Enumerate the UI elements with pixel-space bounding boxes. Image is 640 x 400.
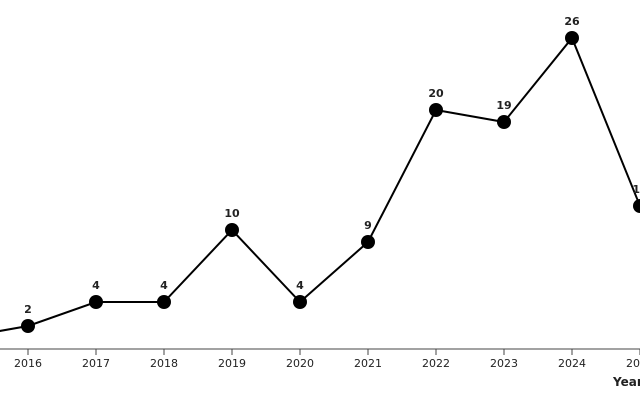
value-label: 20	[428, 87, 444, 100]
line	[0, 36, 640, 332]
point	[225, 223, 239, 237]
x-tick-label: 2024	[558, 357, 586, 370]
x-tick-label: 2023	[490, 357, 518, 370]
value-label: 26	[564, 15, 580, 28]
value-label: 9	[364, 219, 372, 232]
x-tick-label: 2020	[286, 357, 314, 370]
point	[565, 31, 579, 45]
x-axis-title: Year	[612, 375, 640, 389]
x-tick-label: 2017	[82, 357, 110, 370]
value-label: 4	[92, 279, 100, 292]
point	[293, 295, 307, 309]
point	[21, 319, 35, 333]
point	[157, 295, 171, 309]
point	[497, 115, 511, 129]
x-tick-label: 2022	[422, 357, 450, 370]
value-label: 4	[296, 279, 304, 292]
x-tick-label: 2025	[626, 357, 640, 370]
point	[633, 199, 640, 213]
value-label: 12	[632, 183, 640, 196]
value-label: 10	[224, 207, 240, 220]
point	[89, 295, 103, 309]
x-tick-label: 2018	[150, 357, 178, 370]
x-tick-label: 2019	[218, 357, 246, 370]
x-tick-label: 2016	[14, 357, 42, 370]
value-label: 19	[496, 99, 511, 112]
value-label: 2	[24, 303, 32, 316]
point	[429, 103, 443, 117]
point	[361, 235, 375, 249]
x-tick-label: 2021	[354, 357, 382, 370]
value-label: 4	[160, 279, 168, 292]
